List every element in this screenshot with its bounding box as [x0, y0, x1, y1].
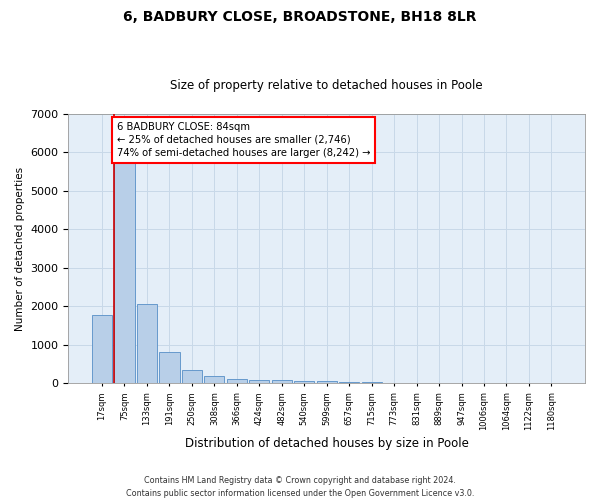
Title: Size of property relative to detached houses in Poole: Size of property relative to detached ho… [170, 79, 483, 92]
Bar [159, 352, 179, 384]
Y-axis label: Number of detached properties: Number of detached properties [15, 166, 25, 331]
Bar [137, 304, 157, 384]
Bar [294, 380, 314, 384]
Bar [339, 382, 359, 384]
Bar [227, 379, 247, 384]
X-axis label: Distribution of detached houses by size in Poole: Distribution of detached houses by size … [185, 437, 469, 450]
Bar [204, 376, 224, 384]
Text: 6 BADBURY CLOSE: 84sqm
← 25% of detached houses are smaller (2,746)
74% of semi-: 6 BADBURY CLOSE: 84sqm ← 25% of detached… [116, 122, 370, 158]
Text: Contains HM Land Registry data © Crown copyright and database right 2024.
Contai: Contains HM Land Registry data © Crown c… [126, 476, 474, 498]
Bar [92, 315, 112, 384]
Bar [182, 370, 202, 384]
Bar [272, 380, 292, 384]
Bar [115, 160, 134, 384]
Text: 6, BADBURY CLOSE, BROADSTONE, BH18 8LR: 6, BADBURY CLOSE, BROADSTONE, BH18 8LR [123, 10, 477, 24]
Bar [317, 381, 337, 384]
Bar [249, 380, 269, 384]
Bar [362, 382, 382, 384]
